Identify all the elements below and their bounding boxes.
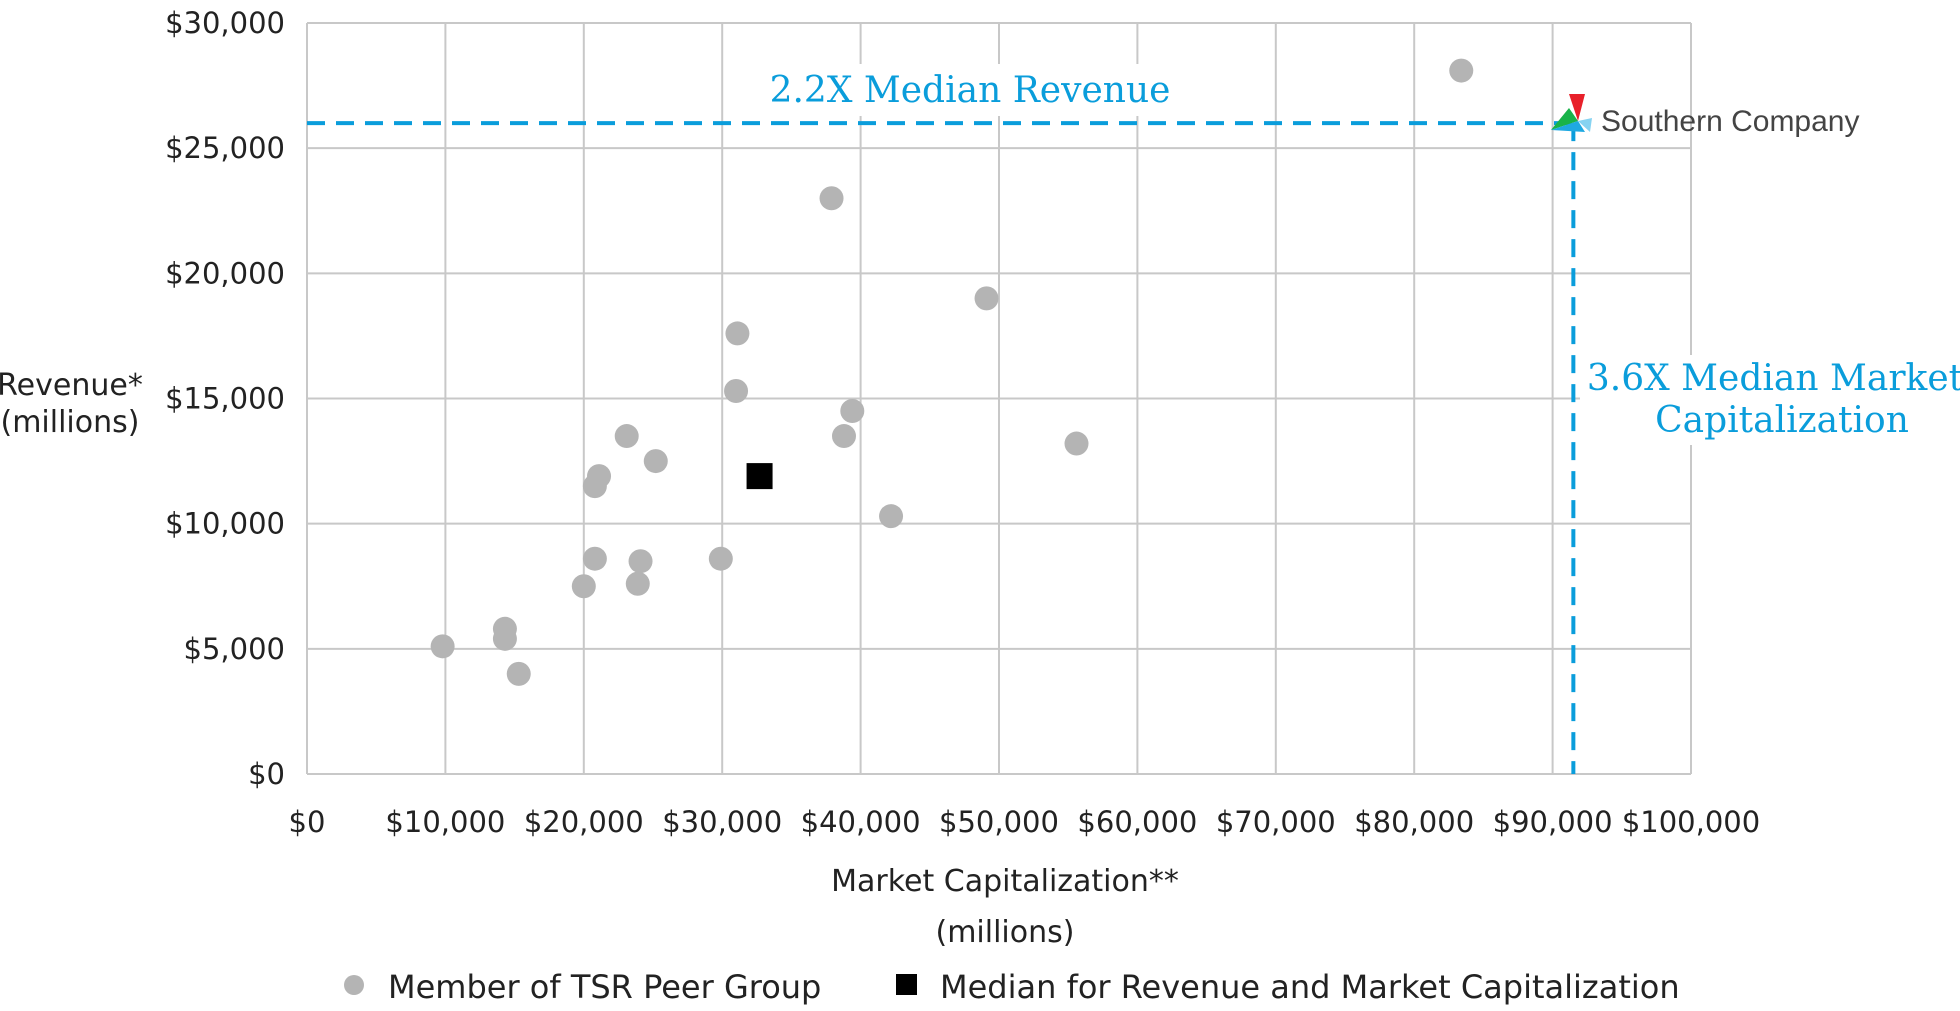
market-cap-multiple-annotation-line1: 3.6X Median Market	[1587, 358, 1960, 399]
peer-point	[974, 286, 999, 311]
y-axis-title: Revenue*	[0, 368, 143, 403]
x-tick-label: $10,000	[385, 805, 505, 839]
x-tick-label: $20,000	[524, 805, 644, 839]
x-tick-label: $100,000	[1622, 805, 1760, 839]
legend-peer-marker	[344, 975, 364, 995]
peer-point	[708, 546, 733, 571]
logo-green-triangle	[1551, 108, 1578, 130]
x-tick-label: $40,000	[801, 805, 921, 839]
x-axis-title: Market Capitalization**	[831, 864, 1179, 899]
peer-point	[831, 424, 856, 449]
peer-point	[506, 661, 531, 686]
y-axis-units: (millions)	[1, 405, 140, 440]
y-tick-label: $20,000	[165, 256, 285, 290]
peer-point	[430, 634, 455, 659]
peer-point	[492, 626, 517, 651]
x-tick-label: $0	[289, 805, 326, 839]
peer-point	[819, 186, 844, 211]
y-tick-label: $10,000	[165, 507, 285, 541]
logo-red-triangle	[1569, 94, 1585, 121]
logo-light-blue-triangle	[1578, 118, 1592, 132]
market-cap-annotation-background	[1580, 355, 1956, 445]
peer-point	[1449, 58, 1474, 83]
peer-point	[587, 464, 612, 489]
legend-median-label: Median for Revenue and Market Capitaliza…	[940, 968, 1680, 1006]
x-tick-label: $90,000	[1493, 805, 1613, 839]
y-tick-label: $15,000	[165, 382, 285, 416]
data-points	[430, 58, 1474, 686]
x-axis-ticks: $0 $10,000 $20,000 $30,000 $40,000 $50,000 $60…	[289, 805, 1761, 839]
logo-blue-triangle	[1551, 121, 1585, 132]
southern-company-label: Southern Company	[1601, 105, 1860, 138]
y-tick-label: $25,000	[165, 131, 285, 165]
x-tick-label: $30,000	[662, 805, 782, 839]
peer-point	[879, 504, 904, 529]
y-axis-ticks: $0 $5,000 $10,000 $15,000 $20,000 $25,000 $30,…	[165, 6, 285, 791]
peer-point	[614, 424, 639, 449]
legend-peer-label: Member of TSR Peer Group	[388, 968, 821, 1006]
x-tick-label: $50,000	[939, 805, 1059, 839]
x-tick-label: $80,000	[1354, 805, 1474, 839]
x-tick-label: $60,000	[1077, 805, 1197, 839]
median-point	[746, 463, 773, 490]
y-tick-label: $5,000	[184, 632, 285, 666]
peer-point	[571, 574, 596, 599]
x-tick-label: $70,000	[1216, 805, 1336, 839]
peer-point	[643, 449, 668, 474]
y-tick-label: $30,000	[165, 6, 285, 40]
revenue-multiple-annotation: 2.2X Median Revenue	[770, 70, 1171, 111]
revenue-annotation-background	[770, 64, 1170, 116]
peer-point	[625, 571, 650, 596]
x-axis-units: (millions)	[936, 915, 1075, 950]
legend-median-marker	[896, 974, 917, 995]
peer-point	[1064, 431, 1089, 456]
y-tick-label: $0	[248, 757, 285, 791]
peer-point	[582, 546, 607, 571]
peer-point	[628, 549, 653, 574]
southern-company-logo	[1551, 94, 1592, 132]
peer-point	[840, 399, 865, 424]
peer-point	[724, 378, 749, 403]
peer-point	[725, 321, 750, 346]
market-cap-multiple-annotation-line2: Capitalization	[1655, 400, 1909, 441]
grid-lines	[306, 22, 1692, 775]
